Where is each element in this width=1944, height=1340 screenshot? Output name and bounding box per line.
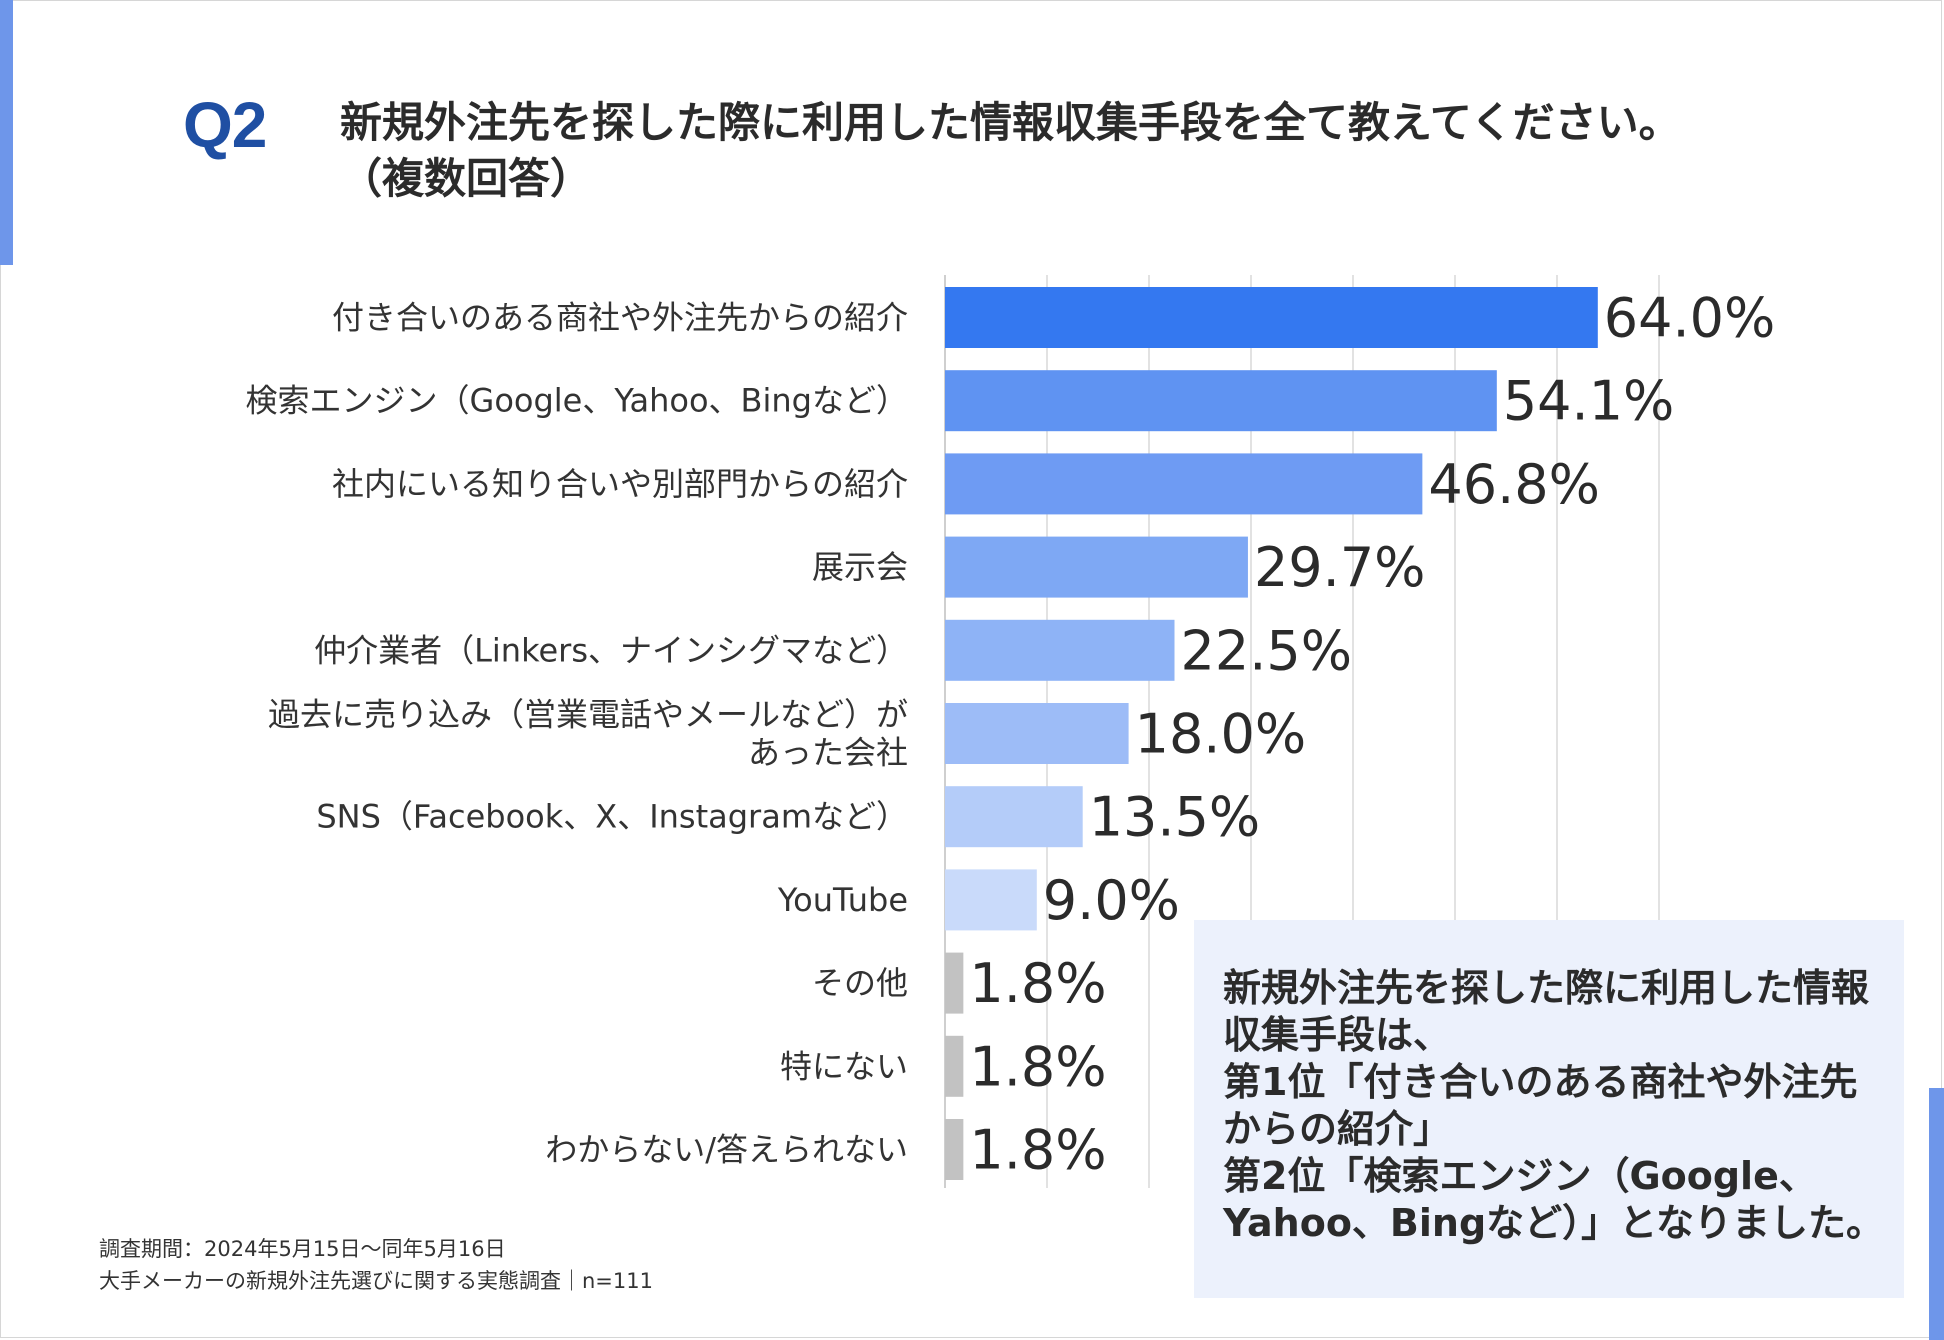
summary-line: 第1位「付き合いのある商社や外注先	[1223, 1060, 1858, 1104]
survey-period: 調査期間：2024年5月15日～同年5月16日	[99, 1237, 506, 1261]
bar	[945, 287, 1598, 348]
value-label: 1.8%	[969, 1035, 1106, 1098]
value-label: 29.7%	[1254, 536, 1426, 599]
value-label: 13.5%	[1089, 786, 1261, 849]
category-label: その他	[812, 964, 908, 1002]
right-accent-bar	[1929, 1088, 1944, 1340]
category-label: 社内にいる知り合いや別部門からの紹介	[332, 465, 908, 503]
question-title: 新規外注先を探した際に利用した情報収集手段を全て教えてください。 （複数回答）	[340, 95, 1900, 207]
summary-line: Yahoo、Bingなど）」となりました。	[1223, 1201, 1885, 1245]
question-title-line1: 新規外注先を探した際に利用した情報収集手段を全て教えてください。	[340, 98, 1681, 147]
value-label: 18.0%	[1135, 703, 1307, 766]
category-label: わからない/答えられない	[545, 1131, 908, 1169]
category-label: あった会社	[748, 734, 908, 772]
bar	[945, 1119, 964, 1180]
summary-line: 新規外注先を探した際に利用した情報	[1223, 966, 1870, 1010]
footnote: 調査期間：2024年5月15日～同年5月16日 大手メーカーの新規外注先選びに関…	[99, 1233, 653, 1297]
bar	[945, 1035, 964, 1097]
left-accent-bar	[0, 0, 13, 265]
category-label: 展示会	[812, 548, 908, 586]
value-label: 1.8%	[969, 1119, 1106, 1182]
category-label: 付き合いのある商社や外注先からの紹介	[332, 299, 908, 337]
summary-line: 第2位「検索エンジン（Google、	[1223, 1154, 1817, 1198]
bar	[945, 703, 1129, 764]
bar	[945, 952, 964, 1014]
question-title-line2: （複数回答）	[340, 154, 593, 203]
category-label: 過去に売り込み（営業電話やメールなど）が	[268, 696, 908, 734]
bar	[945, 619, 1175, 681]
summary-line: からの紹介」	[1223, 1107, 1452, 1151]
category-label: 検索エンジン（Google、Yahoo、Bingなど）	[246, 382, 908, 420]
value-label: 9.0%	[1043, 869, 1180, 932]
category-label: 特にない	[780, 1047, 908, 1085]
summary-line: 収集手段は、	[1223, 1013, 1452, 1057]
summary-box: 新規外注先を探した際に利用した情報 収集手段は、 第1位「付き合いのある商社や外…	[1194, 920, 1904, 1298]
value-label: 54.1%	[1503, 370, 1675, 433]
survey-title: 大手メーカーの新規外注先選びに関する実態調査｜n=111	[99, 1269, 653, 1293]
bar	[945, 370, 1497, 432]
category-label: SNS（Facebook、X、Instagramなど）	[316, 798, 908, 836]
value-label: 46.8%	[1428, 453, 1600, 516]
bar	[945, 453, 1423, 515]
bar	[945, 536, 1248, 598]
category-label: YouTube	[777, 881, 908, 919]
value-label: 64.0%	[1604, 287, 1776, 350]
value-label: 22.5%	[1181, 619, 1353, 682]
category-label: 仲介業者（Linkers、ナインシグマなど）	[314, 631, 908, 669]
bar	[945, 786, 1083, 848]
question-number: Q2	[183, 89, 267, 161]
value-label: 1.8%	[969, 952, 1106, 1015]
bar	[945, 869, 1037, 931]
